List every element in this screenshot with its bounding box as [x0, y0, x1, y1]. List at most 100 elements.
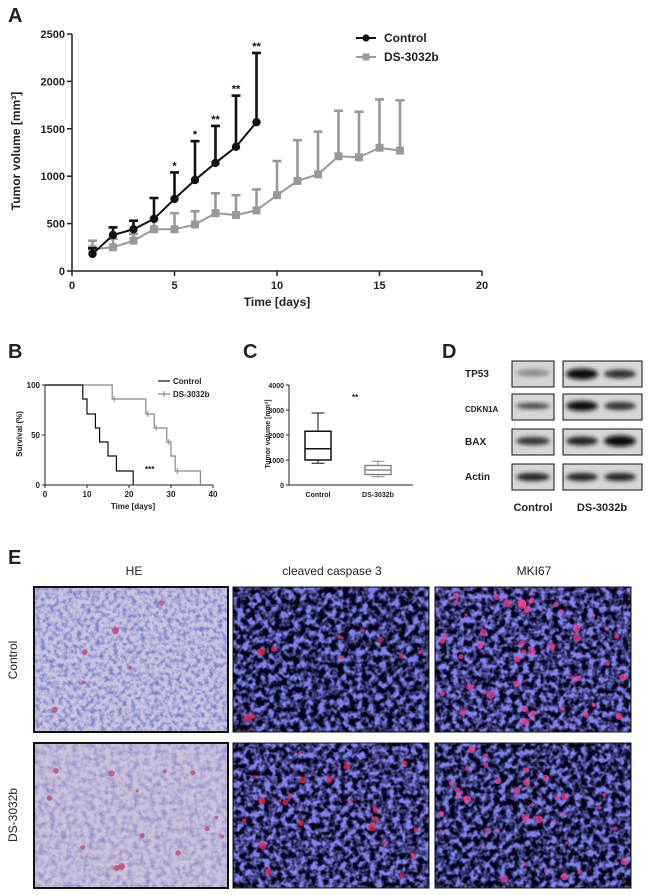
panel-b-xtick-label: 40 — [209, 490, 218, 499]
panel-b-ylabel: Survival (%) — [15, 411, 24, 457]
control-point — [252, 117, 261, 127]
stain-dot — [591, 703, 596, 708]
blot-actin-control-band — [516, 473, 550, 481]
stain-dot — [523, 862, 528, 866]
stain-dot — [553, 601, 559, 608]
blot-col-control: Control — [513, 502, 552, 514]
treated-point — [334, 152, 343, 161]
blot-tp53-treated-band-2 — [604, 369, 636, 379]
stain-dot — [523, 606, 531, 614]
stain-dot — [518, 640, 525, 647]
panel-a-xtick-label: 5 — [171, 280, 177, 292]
panel-c-chart: Tumor volume [mm³] ** 0 1000 2000 3000 4000 C… — [265, 383, 413, 499]
significance-marker: ** — [252, 41, 261, 53]
blot-actin-treated-band-2 — [604, 473, 636, 481]
stain-dot — [287, 793, 293, 799]
control-point — [170, 194, 179, 204]
treated-point — [396, 146, 404, 155]
stain-dot — [530, 802, 535, 807]
stain-dot — [458, 653, 464, 660]
stain-dot — [81, 680, 86, 685]
stain-dot — [175, 850, 181, 856]
panel-b-xtick-label: 10 — [83, 490, 92, 499]
stain-dot — [466, 683, 473, 691]
blot-bax-control-band — [516, 437, 550, 445]
stain-dot — [575, 675, 582, 682]
treated-point — [109, 243, 117, 252]
stain-dot — [439, 690, 446, 697]
stain-dot — [439, 829, 444, 834]
panel-a-xtick-label: 0 — [69, 280, 75, 292]
caspase-control-image — [232, 586, 430, 733]
panel-b-ytick-label: 0 — [36, 481, 41, 490]
stain-dot — [372, 816, 379, 822]
stain-dot — [523, 778, 531, 786]
stain-dot — [521, 813, 530, 822]
stain-dot — [570, 675, 576, 681]
stain-dot — [544, 868, 548, 873]
mki67-treated-image — [434, 742, 632, 889]
stain-dot — [282, 799, 288, 806]
stain-dot — [619, 673, 627, 682]
panel-b-xtick-label: 30 — [167, 490, 176, 499]
stain-dot — [554, 795, 560, 801]
histology-col-caspase: cleaved caspase 3 — [282, 564, 382, 578]
stain-dots — [46, 592, 628, 883]
stain-dot — [337, 634, 342, 639]
stain-dot — [118, 863, 126, 870]
panel-b-ytick-label: 100 — [27, 381, 41, 390]
panel-b-xlabel: Time [days] — [111, 502, 156, 511]
panel-a-legend: Control DS-3032b — [356, 31, 439, 64]
caspase-treated-image — [232, 742, 430, 889]
survival-control-curve — [45, 384, 134, 485]
stain-dot — [52, 767, 59, 774]
stain-dot — [378, 637, 384, 643]
stain-dot — [514, 655, 521, 663]
stain-dot — [399, 653, 404, 658]
histology-col-he: HE — [126, 564, 143, 578]
stain-dot — [577, 869, 583, 875]
stain-dot — [80, 845, 86, 850]
treated-point — [375, 143, 384, 152]
significance-marker: * — [193, 129, 198, 141]
stain-dot — [529, 710, 537, 717]
stain-dot — [298, 750, 302, 755]
control-point — [88, 249, 97, 259]
blot-cdkn1a-treated-band-2 — [604, 402, 636, 410]
stain-dot — [614, 633, 620, 639]
stain-dot — [455, 794, 460, 798]
panel-d-label: D — [442, 341, 456, 363]
stain-dot — [528, 599, 534, 604]
stain-dot — [496, 829, 500, 833]
stain-dot — [602, 792, 607, 798]
stain-dot — [82, 649, 88, 655]
blot-bax-treated-band-2 — [604, 435, 636, 447]
histology-row-control: Control — [6, 641, 20, 680]
stain-dot — [592, 613, 596, 618]
panel-b-ytick-label: 50 — [31, 431, 40, 440]
stain-dot — [265, 868, 272, 875]
stain-dot — [561, 793, 569, 800]
stain-dot — [493, 593, 500, 600]
stain-dot — [503, 599, 511, 607]
panel-b-label: B — [8, 341, 22, 363]
stain-dot — [402, 760, 408, 766]
stain-dot — [454, 600, 459, 605]
significance-marker: ** — [211, 114, 220, 126]
treated-point — [355, 153, 363, 162]
treated-point — [293, 176, 302, 185]
stain-dot — [349, 798, 354, 802]
treated-point — [150, 225, 158, 234]
control-point — [231, 142, 241, 152]
western-blot: TP53 CDKN1A BAX Actin Control DS-3032b — [465, 360, 643, 514]
stain-dot — [459, 790, 464, 795]
legend-treated-label: DS-3032b — [384, 50, 439, 64]
he-control-image — [33, 586, 229, 733]
stain-dot — [399, 872, 405, 878]
stain-dot — [465, 766, 470, 771]
stain-dot — [214, 815, 219, 820]
stain-dot — [368, 823, 377, 832]
histology-col-mki67: MKI67 — [517, 564, 552, 578]
histology-panel: HE cleaved caspase 3 MKI67 Control DS-30… — [6, 564, 632, 889]
treated-point — [273, 191, 281, 200]
